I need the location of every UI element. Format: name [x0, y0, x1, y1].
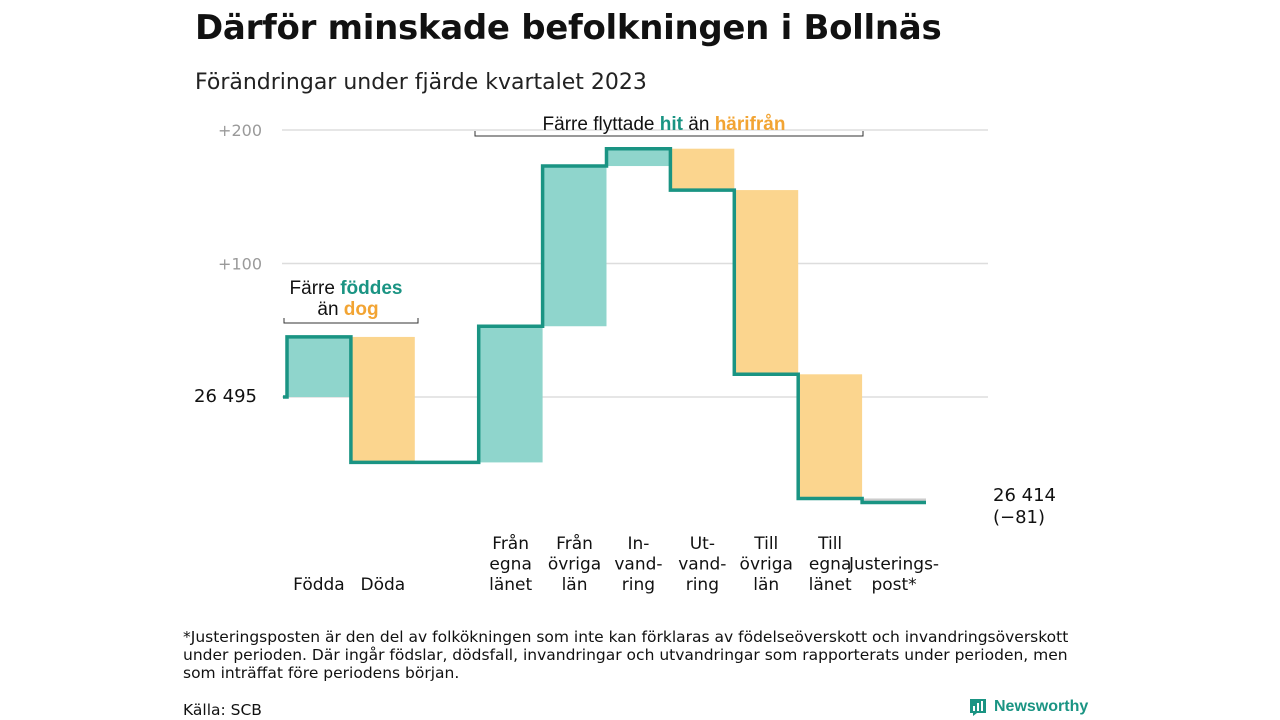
category-label-0-0: Födda	[293, 575, 345, 595]
category-label-9-0: Justerings-	[848, 555, 939, 575]
migration-annotation-bracket	[474, 131, 864, 137]
births-annotation-bracket	[283, 318, 419, 324]
bar-0	[287, 336, 351, 397]
category-label-4-2: län	[562, 575, 588, 595]
category-label-4-1: övriga	[548, 555, 601, 575]
bar-9	[862, 498, 926, 503]
bar-6	[670, 148, 735, 191]
brand-name: Newsworthy	[994, 698, 1089, 715]
category-label-1-0: Döda	[360, 575, 405, 595]
running-total-line	[283, 146, 926, 505]
category-label-5-0: In-	[627, 534, 649, 554]
category-label-4-0: Från	[556, 533, 593, 554]
bar-7	[734, 190, 799, 375]
waterfall-bars	[287, 148, 926, 503]
newsworthy-logo-icon	[970, 699, 986, 716]
waterfall-chart: +100 +200 Färre föddes än dog Färre flytt…	[194, 114, 1056, 595]
category-label-9-1: post*	[871, 575, 916, 595]
category-label-8-2: länet	[809, 575, 852, 595]
migration-annotation: Färre flyttade hit än härifrån	[543, 114, 786, 135]
footnote: *Justeringsposten är den del av folkökni…	[183, 628, 1069, 682]
end-change-label: (−81)	[993, 507, 1045, 528]
category-label-8-1: egna	[809, 555, 851, 575]
end-value-label: 26 414	[993, 485, 1056, 506]
brand: Newsworthy	[968, 697, 1088, 717]
category-label-3-2: länet	[489, 575, 532, 595]
births-annotation-line1: Färre föddes	[290, 278, 403, 299]
category-label-3-0: Från	[492, 533, 529, 554]
y-axis-ticks: +100 +200	[218, 121, 262, 274]
bar-8	[798, 374, 863, 499]
chart-subtitle: Förändringar under fjärde kvartalet 2023	[195, 70, 647, 95]
chart-title: Därför minskade befolkningen i Bollnäs	[195, 8, 942, 48]
category-label-7-2: län	[753, 575, 779, 595]
category-label-5-2: ring	[622, 575, 655, 595]
bar-5	[606, 148, 671, 167]
births-annotation-line2: än dog	[317, 299, 378, 320]
category-label-3-1: egna	[489, 555, 531, 575]
category-label-8-0: Till	[817, 534, 842, 554]
y-tick-label-0: +100	[218, 255, 262, 274]
category-label-6-0: Ut-	[690, 534, 715, 554]
bar-4	[542, 166, 607, 327]
y-tick-label-1: +200	[218, 121, 262, 140]
bar-3	[478, 326, 543, 463]
category-label-5-1: vand-	[614, 555, 662, 575]
category-label-7-0: Till	[753, 534, 778, 554]
category-label-6-2: ring	[686, 575, 719, 595]
category-label-7-1: övriga	[740, 555, 793, 575]
source-label: Källa: SCB	[183, 701, 262, 719]
category-labels: Födda DödaFrånegnalänetFrånövrigalänIn-va…	[293, 533, 939, 595]
bar-1	[350, 336, 415, 463]
start-value-label: 26 495	[194, 386, 257, 407]
category-label-6-1: vand-	[678, 555, 726, 575]
